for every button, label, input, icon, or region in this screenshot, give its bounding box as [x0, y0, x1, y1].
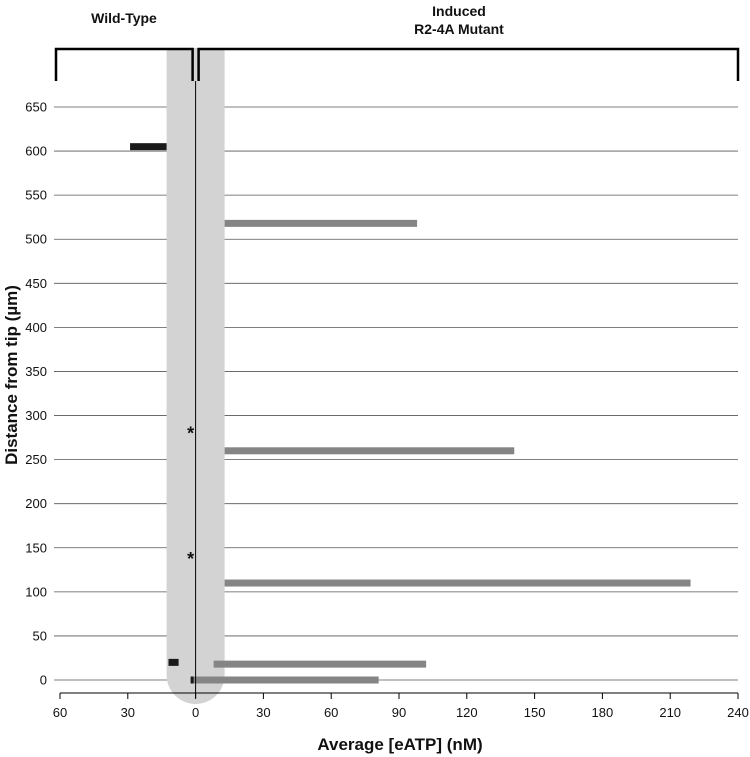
x-axis-title: Average [eATP] (nM)	[317, 735, 482, 754]
y-tick-label: 650	[25, 100, 47, 115]
x-tick-label: 210	[659, 705, 681, 720]
group-label-mutant-line1: Induced	[432, 3, 486, 19]
y-tick-label: 500	[25, 232, 47, 247]
x-tick-label: 180	[592, 705, 614, 720]
y-tick-label: 550	[25, 188, 47, 203]
x-tick-label: 120	[456, 705, 478, 720]
y-tick-label: 600	[25, 144, 47, 159]
y-tick-label: 250	[25, 452, 47, 467]
group-brackets	[54, 47, 740, 81]
x-tick-label: 240	[727, 705, 749, 720]
y-tick-label: 300	[25, 408, 47, 423]
bracket-mutant	[197, 47, 740, 81]
group-label-wild-type: Wild-Type	[91, 10, 157, 26]
bar-mutant	[224, 579, 691, 587]
x-tick-label: 30	[256, 705, 270, 720]
gridlines	[54, 106, 738, 681]
y-axis-title: Distance from tip (µm)	[2, 285, 21, 465]
x-tick-label: 90	[392, 705, 406, 720]
y-tick-label: 150	[25, 540, 47, 555]
y-tick-label: 0	[40, 673, 47, 688]
y-tick-label: 450	[25, 276, 47, 291]
y-tick-label: 200	[25, 496, 47, 511]
x-tick-label: 60	[53, 705, 67, 720]
x-tick-label: 150	[524, 705, 546, 720]
axes	[59, 692, 739, 699]
significance-asterisk: *	[187, 424, 194, 444]
x-tick-label: 0	[192, 705, 199, 720]
bracket-wild-type	[54, 47, 194, 81]
group-label-mutant-line2: R2-4A Mutant	[414, 21, 504, 37]
bar-mutant	[193, 676, 379, 684]
y-tick-label: 400	[25, 320, 47, 335]
bars	[130, 143, 691, 684]
bar-mutant	[213, 660, 427, 668]
bar-wild-type	[130, 143, 167, 151]
bar-mutant	[224, 447, 515, 455]
bar-wild-type	[168, 658, 179, 666]
bar-mutant	[224, 219, 418, 227]
y-tick-label: 100	[25, 584, 47, 599]
x-tick-label: 60	[324, 705, 338, 720]
labels: 0501001502002503003504004505005506006506…	[25, 3, 749, 720]
y-tick-label: 50	[33, 628, 47, 643]
bar-wild-type	[190, 676, 196, 684]
significance-asterisk: *	[187, 549, 194, 569]
y-tick-label: 350	[25, 364, 47, 379]
x-tick-label: 30	[121, 705, 135, 720]
